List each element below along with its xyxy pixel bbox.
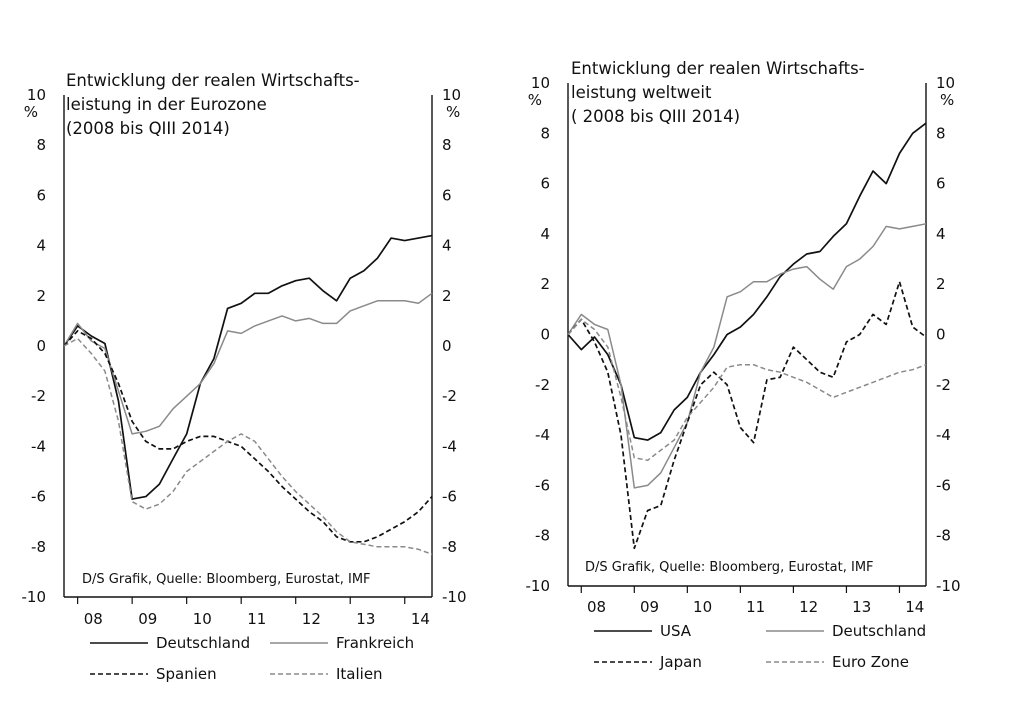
y-tick-label-right: -8 — [442, 538, 457, 556]
legend-label-deutschland: Deutschland — [156, 634, 250, 652]
series-line-usa — [567, 122, 927, 441]
y-tick-label-right: 10 — [442, 86, 461, 104]
y-tick-label-left: 6 — [540, 175, 550, 193]
chart-svg: Entwicklung der realen Wirtschafts-leist… — [22, 71, 467, 683]
x-tick-label: 13 — [852, 598, 871, 616]
y-tick-label-left: 10 — [27, 86, 46, 104]
y-tick-label-right: -10 — [442, 588, 467, 606]
y-unit-label-left: % — [24, 103, 38, 121]
y-tick-label-left: -10 — [22, 588, 47, 606]
y-tick-label-left: -2 — [31, 387, 46, 405]
x-tick-label: 09 — [640, 598, 659, 616]
y-tick-label-right: 6 — [442, 186, 452, 204]
y-tick-label-right: 8 — [936, 124, 946, 142]
y-tick-label-right: -6 — [936, 476, 951, 494]
y-tick-label-right: 4 — [936, 225, 946, 243]
x-tick-label: 12 — [302, 610, 321, 628]
series-line-deutschland — [567, 223, 927, 489]
y-unit-label-right: % — [446, 103, 460, 121]
series-line-euro-zone — [567, 318, 927, 462]
y-tick-label-right: 0 — [442, 337, 452, 355]
y-tick-label-right: 2 — [442, 287, 452, 305]
series-line-deutschland — [63, 234, 433, 500]
x-tick-label: 13 — [356, 610, 375, 628]
y-tick-label-left: -4 — [535, 426, 550, 444]
y-tick-label-left: 0 — [36, 337, 46, 355]
y-tick-label-left: 4 — [540, 225, 550, 243]
y-tick-label-right: 4 — [442, 237, 452, 255]
legend-label-japan: Japan — [659, 653, 702, 671]
y-tick-label-left: 8 — [540, 124, 550, 142]
x-tick-label: 08 — [84, 610, 103, 628]
x-tick-label: 09 — [138, 610, 157, 628]
y-tick-label-left: 10 — [531, 74, 550, 92]
series-line-spanien — [63, 330, 433, 543]
y-tick-label-right: 8 — [442, 136, 452, 154]
y-tick-label-right: -4 — [936, 426, 951, 444]
chart-title-line: leistung in der Eurozone — [66, 95, 267, 114]
y-unit-label-left: % — [528, 91, 542, 109]
legend-label-frankreich: Frankreich — [336, 634, 414, 652]
x-tick-label: 10 — [693, 598, 712, 616]
y-tick-label-left: 6 — [36, 186, 46, 204]
y-tick-label-right: -10 — [936, 577, 961, 595]
y-tick-label-right: -6 — [442, 488, 457, 506]
y-tick-label-left: -4 — [31, 437, 46, 455]
legend-label-euro-zone: Euro Zone — [832, 653, 909, 671]
series-line-japan — [567, 280, 927, 550]
y-tick-label-left: -10 — [526, 577, 551, 595]
x-tick-label: 14 — [411, 610, 430, 628]
legend-label-deutschland: Deutschland — [832, 622, 926, 640]
chart-title-line: (2008 bis QIII 2014) — [66, 119, 230, 138]
chart-svg: Entwicklung der realen Wirtschafts-leist… — [526, 59, 961, 671]
x-tick-label: 11 — [746, 598, 765, 616]
source-note: D/S Grafik, Quelle: Bloomberg, Eurostat,… — [585, 560, 874, 575]
y-tick-label-right: -8 — [936, 527, 951, 545]
x-tick-label: 10 — [193, 610, 212, 628]
x-tick-label: 14 — [905, 598, 924, 616]
legend-label-usa: USA — [660, 622, 692, 640]
y-tick-label-right: 10 — [936, 74, 955, 92]
y-tick-label-left: 8 — [36, 136, 46, 154]
y-tick-label-left: 2 — [540, 275, 550, 293]
y-tick-label-right: 6 — [936, 175, 946, 193]
chart-panel-weltweit: Entwicklung der realen Wirtschafts-leist… — [512, 0, 1024, 705]
y-tick-label-right: 2 — [936, 275, 946, 293]
y-tick-label-left: 0 — [540, 326, 550, 344]
y-tick-label-right: -2 — [442, 387, 457, 405]
source-note: D/S Grafik, Quelle: Bloomberg, Eurostat,… — [82, 572, 371, 587]
y-tick-label-left: -2 — [535, 376, 550, 394]
y-tick-label-left: -6 — [31, 488, 46, 506]
chart-title-line: leistung weltweit — [571, 83, 712, 102]
chart-title-line: ( 2008 bis QIII 2014) — [571, 107, 740, 126]
series-line-frankreich — [63, 292, 433, 435]
y-tick-label-right: 0 — [936, 326, 946, 344]
y-tick-label-left: 4 — [36, 237, 46, 255]
chart-title-line: Entwicklung der realen Wirtschafts- — [66, 71, 360, 90]
y-tick-label-right: -2 — [936, 376, 951, 394]
x-tick-label: 12 — [799, 598, 818, 616]
chart-panel-eurozone: Entwicklung der realen Wirtschafts-leist… — [22, 71, 467, 683]
legend-label-spanien: Spanien — [156, 665, 217, 683]
y-tick-label-left: -8 — [31, 538, 46, 556]
chart-title-line: Entwicklung der realen Wirtschafts- — [571, 59, 865, 78]
x-tick-label: 11 — [247, 610, 266, 628]
y-tick-label-right: -4 — [442, 437, 457, 455]
series-line-italien — [63, 337, 433, 556]
x-tick-label: 08 — [587, 598, 606, 616]
y-tick-label-left: -6 — [535, 476, 550, 494]
legend-label-italien: Italien — [336, 665, 383, 683]
y-tick-label-left: 2 — [36, 287, 46, 305]
y-unit-label-right: % — [940, 91, 954, 109]
y-tick-label-left: -8 — [535, 527, 550, 545]
